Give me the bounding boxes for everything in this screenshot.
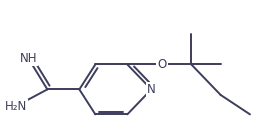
- Text: N: N: [147, 83, 156, 96]
- Text: NH: NH: [20, 52, 38, 65]
- Text: O: O: [157, 58, 167, 71]
- Text: H₂N: H₂N: [5, 100, 27, 113]
